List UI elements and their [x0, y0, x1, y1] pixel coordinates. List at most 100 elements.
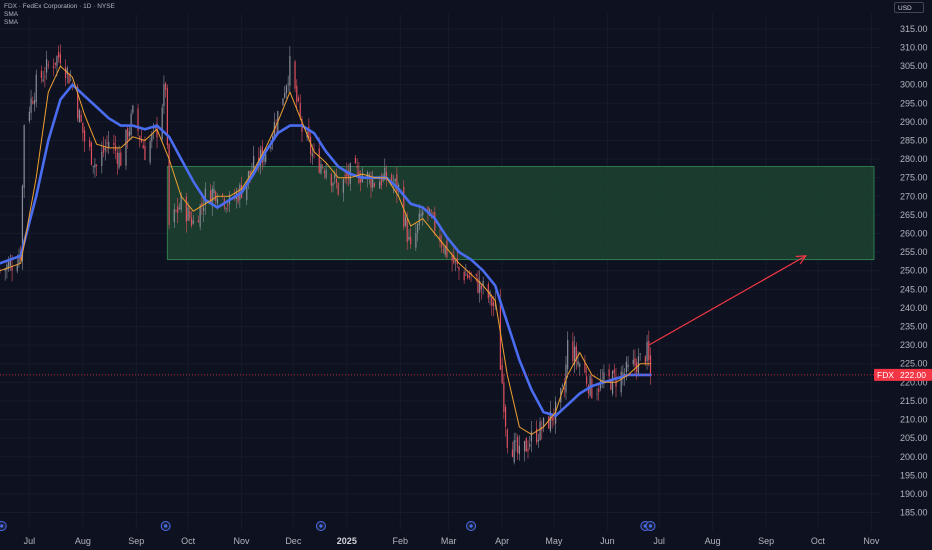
- candle-body: [180, 195, 182, 210]
- price-tick-label: 245.00: [900, 284, 928, 294]
- price-tick-label: 235.00: [900, 322, 928, 332]
- candle-body: [579, 364, 581, 367]
- candle-body: [634, 358, 636, 366]
- candle-body: [127, 127, 129, 141]
- candle-body: [168, 144, 170, 225]
- candle-body: [513, 440, 515, 463]
- candle-body: [102, 146, 105, 153]
- candle-body: [632, 359, 634, 365]
- candle-body: [96, 165, 98, 166]
- candle-body: [439, 235, 441, 243]
- price-tick-label: 300.00: [900, 80, 928, 90]
- candle-body: [475, 273, 477, 276]
- candle-body: [165, 83, 167, 90]
- legend-sma-2[interactable]: SMA: [4, 19, 19, 26]
- sma-slow-line: [0, 83, 652, 418]
- price-tick-label: 185.00: [900, 508, 928, 518]
- price-tick-label: 225.00: [900, 359, 928, 369]
- candle-body: [394, 179, 396, 182]
- candle-body: [648, 340, 650, 361]
- candle-body: [397, 184, 400, 188]
- candle-body: [627, 364, 629, 368]
- candle-body: [132, 105, 134, 113]
- candle-body: [251, 171, 253, 173]
- candle-body: [384, 167, 386, 180]
- candle-body: [287, 83, 289, 85]
- candle-body: [517, 436, 519, 454]
- resistance-zone: [166, 166, 875, 261]
- candle-body: [491, 296, 493, 307]
- candle-body: [161, 107, 163, 140]
- price-tick-label: 220.00: [900, 377, 928, 387]
- candle-body: [467, 274, 469, 278]
- candle-body: [18, 256, 20, 265]
- candle-body: [4, 268, 6, 271]
- candle-body: [396, 174, 398, 193]
- legend-symbol[interactable]: FDX · FedEx Corporation · 1D · NYSE: [4, 3, 115, 10]
- candle-body: [565, 364, 567, 393]
- candle-body: [139, 136, 141, 140]
- candle-body: [33, 100, 36, 105]
- candle-body: [567, 339, 569, 369]
- candle-body: [42, 79, 44, 82]
- candle-body: [32, 101, 34, 104]
- legend: FDX · FedEx Corporation · 1D · NYSE SMA …: [4, 3, 115, 27]
- candle-body: [8, 261, 10, 270]
- candle-body: [320, 164, 322, 174]
- candle-body: [265, 154, 267, 162]
- candle-body: [646, 341, 648, 362]
- candle-body: [59, 54, 61, 64]
- candle-body: [422, 211, 424, 216]
- candle-body: [637, 356, 640, 377]
- price-axis[interactable]: 315.00 310.00 305.00 300.00 295.00 290.00 285.…: [900, 24, 928, 518]
- time-axis[interactable]: Jul Aug Sep Oct Nov Dec 2025 Feb Mar Apr May Jun Jul…: [24, 536, 880, 546]
- price-tick-label: 275.00: [900, 173, 928, 183]
- candle-body: [204, 188, 206, 205]
- candle-body: [178, 208, 181, 209]
- candle-body: [356, 165, 358, 168]
- price-tick-label: 260.00: [900, 229, 928, 239]
- candle-body: [166, 88, 168, 146]
- candle-body: [201, 202, 203, 206]
- currency-button[interactable]: USD: [894, 2, 924, 13]
- price-tick-label: 215.00: [900, 396, 928, 406]
- candle-body: [94, 164, 96, 168]
- sma-fast-line: [0, 65, 651, 435]
- candle-body: [518, 445, 520, 455]
- candle-body: [537, 439, 539, 442]
- candle-body: [523, 440, 526, 452]
- candle-body: [144, 145, 146, 160]
- time-tick-label: Jul: [24, 536, 36, 546]
- candle-body: [418, 213, 420, 226]
- candle-body: [83, 130, 86, 142]
- price-tag-value: 222.00: [900, 370, 926, 380]
- candle-body: [639, 353, 641, 355]
- candle-body: [465, 274, 467, 276]
- candle-body: [603, 372, 605, 382]
- candle-body: [525, 438, 527, 452]
- time-tick-label: 2025: [337, 536, 357, 546]
- candle-body: [434, 212, 436, 231]
- candle-body: [441, 241, 443, 247]
- price-tick-label: 210.00: [900, 415, 928, 425]
- candle-body: [6, 264, 8, 270]
- candle-body: [263, 157, 265, 162]
- candle-body: [542, 417, 545, 428]
- price-tick-label: 265.00: [900, 210, 928, 220]
- candle-body: [192, 220, 194, 224]
- candle-body: [77, 86, 79, 119]
- candle-body: [227, 204, 229, 206]
- candle-body: [480, 285, 483, 290]
- candle-body: [106, 142, 108, 144]
- candle-body: [128, 131, 131, 137]
- legend-sma-1[interactable]: SMA: [4, 11, 19, 18]
- candle-body: [68, 73, 70, 84]
- candle-body: [44, 76, 46, 78]
- dividend-event-dot: [648, 524, 653, 528]
- candle-body: [451, 254, 453, 261]
- candle-body: [140, 138, 143, 143]
- candle-body: [536, 428, 538, 443]
- candle-body: [16, 265, 18, 272]
- candle-body: [66, 68, 68, 75]
